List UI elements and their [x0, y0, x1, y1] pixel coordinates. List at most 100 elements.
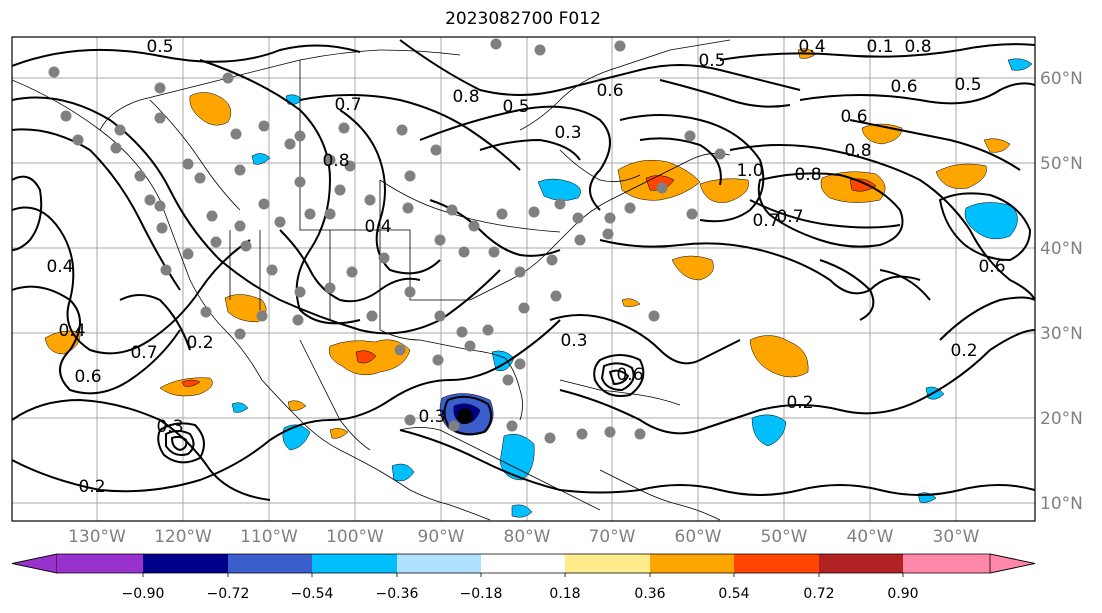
- map-content: [12, 37, 1035, 521]
- station-dot: [258, 120, 270, 132]
- station-dot: [604, 426, 616, 438]
- station-dot: [488, 246, 500, 258]
- contour-label: 0.7: [752, 211, 779, 231]
- contour-label: 0.6: [978, 257, 1005, 277]
- contour-label: 0.8: [844, 141, 871, 161]
- colorbar-segment: [819, 554, 904, 573]
- contour-label: 0.7: [776, 207, 803, 227]
- contour-label: 1.0: [736, 161, 763, 181]
- station-dot: [528, 206, 540, 218]
- longitude-label: 70°W: [589, 527, 636, 547]
- longitude-label: 110°W: [240, 527, 298, 547]
- colorbar-segment: [143, 554, 229, 573]
- contour-label: 0.5: [698, 51, 725, 71]
- contour-label: 0.8: [904, 37, 931, 57]
- latitude-labels: 60°N 50°N 40°N 30°N 20°N 10°N: [1040, 69, 1083, 514]
- contour-label: 0.8: [452, 87, 479, 107]
- contour-label: 0.1: [866, 37, 893, 57]
- latitude-label: 30°N: [1040, 324, 1083, 344]
- station-dot: [404, 286, 416, 298]
- colorbar-tick-label: 0.36: [634, 586, 665, 602]
- colorbar-tick-labels: −0.90 −0.72 −0.54 −0.36 −0.18 0.18 0.36 0.54 0.7…: [122, 573, 919, 602]
- station-dot: [234, 164, 246, 176]
- contour-label: 0.7: [334, 95, 361, 115]
- contour-label: 0.8: [794, 165, 821, 185]
- station-dot: [430, 144, 442, 156]
- station-dot: [144, 194, 156, 206]
- station-dot: [256, 310, 268, 322]
- station-dot: [458, 246, 470, 258]
- colorbar-tick-label: 0.18: [549, 586, 580, 602]
- station-dot: [396, 124, 408, 136]
- map-title: 2023082700 F012: [445, 9, 601, 29]
- colorbar-extend-high: [989, 553, 1036, 574]
- contour-label: 0.4: [58, 321, 85, 341]
- station-markers: [48, 38, 726, 444]
- storm-center-marker: [457, 408, 473, 424]
- station-dot: [686, 208, 698, 220]
- colorbar-tick-label: −0.36: [376, 586, 419, 602]
- station-dot: [574, 234, 586, 246]
- station-dot: [364, 194, 376, 206]
- station-dot: [378, 252, 390, 264]
- station-dot: [550, 290, 562, 302]
- contour-label: 0.3: [156, 417, 183, 437]
- contour-label: 0.4: [46, 257, 73, 277]
- colorbar-segment: [734, 554, 820, 573]
- station-dot: [544, 432, 556, 444]
- station-dot: [554, 198, 566, 210]
- longitude-label: 40°W: [847, 527, 894, 547]
- station-dot: [48, 66, 60, 78]
- station-dot: [482, 324, 494, 336]
- contour-label: 0.5: [146, 37, 173, 57]
- contour-label: 0.3: [554, 123, 581, 143]
- station-dot: [402, 202, 414, 214]
- contour-label: 0.8: [322, 151, 349, 171]
- station-dot: [200, 306, 212, 318]
- contour-label: 0.6: [890, 77, 917, 97]
- station-dot: [446, 204, 458, 216]
- station-dot: [518, 302, 530, 314]
- station-dot: [346, 266, 358, 278]
- station-dot: [344, 160, 356, 172]
- station-dot: [294, 176, 306, 188]
- contour-label: 0.2: [186, 333, 213, 353]
- station-dot: [490, 38, 502, 50]
- contour-label: 0.3: [418, 407, 445, 427]
- station-dot: [154, 112, 166, 124]
- station-dot: [624, 202, 636, 214]
- colorbar-outline: [11, 553, 1036, 574]
- colorbar-segment: [903, 554, 991, 573]
- colorbar-tick-label: −0.18: [460, 586, 503, 602]
- contour-label: 0.6: [596, 81, 623, 101]
- station-dot: [502, 374, 514, 386]
- contour-label: 0.6: [74, 367, 101, 387]
- colorbar-extend-low: [11, 553, 58, 574]
- station-dot: [304, 208, 316, 220]
- contour-label: 0.2: [78, 477, 105, 497]
- station-dot: [434, 310, 446, 322]
- station-dot: [506, 420, 518, 432]
- station-dot: [456, 326, 468, 338]
- station-dot: [648, 310, 660, 322]
- station-dot: [514, 358, 526, 370]
- longitude-label: 30°W: [933, 527, 980, 547]
- station-dot: [284, 138, 296, 150]
- station-dot: [294, 130, 306, 142]
- station-dot: [110, 142, 122, 154]
- station-dot: [134, 170, 146, 182]
- latitude-label: 20°N: [1040, 409, 1083, 429]
- station-dot: [266, 264, 278, 276]
- station-dot: [602, 228, 614, 240]
- station-dot: [448, 420, 460, 432]
- station-dot: [292, 314, 304, 326]
- station-dot: [572, 212, 584, 224]
- contour-label: 0.5: [502, 97, 529, 117]
- station-dot: [334, 184, 346, 196]
- station-dot: [576, 428, 588, 440]
- station-dot: [258, 198, 270, 210]
- latitude-label: 60°N: [1040, 69, 1083, 89]
- colorbar-tick-label: 0.54: [718, 586, 749, 602]
- station-dot: [182, 158, 194, 170]
